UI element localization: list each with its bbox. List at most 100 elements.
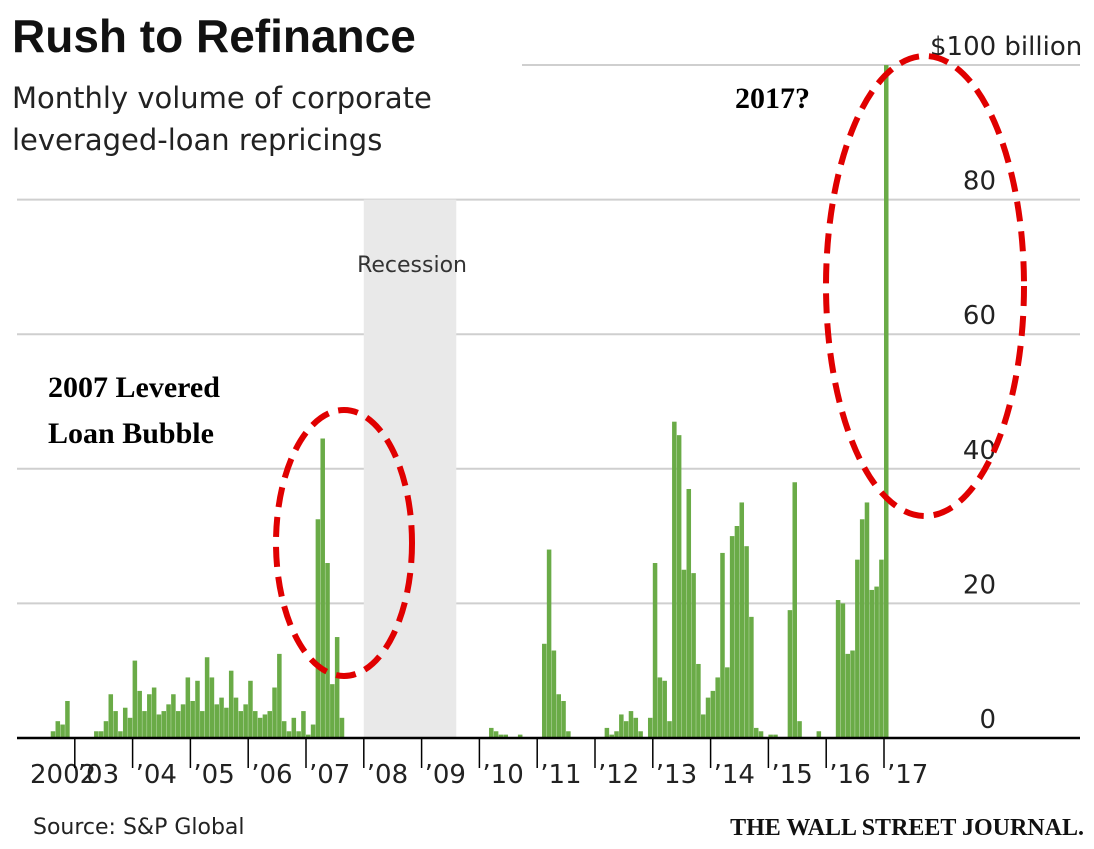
bar (137, 690, 142, 738)
bar (619, 714, 624, 738)
bar (228, 670, 234, 738)
bar (797, 721, 802, 738)
x-tick-label: ’14 (714, 760, 755, 790)
bar (171, 694, 176, 738)
bar (710, 690, 716, 738)
bar (257, 717, 263, 738)
bar (609, 734, 614, 738)
bar (118, 731, 123, 738)
bar (676, 435, 682, 738)
bar (561, 700, 566, 738)
bar (715, 677, 720, 738)
bar (166, 704, 171, 738)
bar (50, 731, 56, 738)
bar (498, 734, 504, 738)
bar (65, 700, 70, 738)
source-note: Source: S&P Global (33, 815, 245, 840)
bar (835, 600, 841, 738)
chart-subtitle-line-2: leveraged-loan repricings (12, 123, 382, 157)
bar (142, 711, 147, 738)
bar (787, 610, 793, 738)
bar (744, 546, 749, 738)
bar (657, 677, 663, 738)
bar (869, 589, 875, 738)
bar (103, 721, 109, 738)
bar (190, 700, 195, 738)
bar (224, 707, 229, 738)
bar (306, 734, 311, 738)
bar (739, 502, 745, 738)
bar (855, 559, 860, 738)
bar (503, 734, 508, 738)
bar (734, 526, 740, 738)
bar (686, 488, 692, 738)
bar (291, 717, 297, 738)
bar (334, 637, 340, 738)
bar (845, 653, 850, 739)
highlight-ellipse-2007 (273, 407, 415, 679)
annotation-bubble-line-1: 2007 Levered (48, 371, 220, 404)
bar (628, 711, 634, 738)
bar (546, 549, 552, 738)
x-tick-label: ’17 (887, 760, 928, 790)
bar (113, 711, 118, 738)
x-tick-label: ’12 (598, 760, 639, 790)
x-tick-label: ’09 (425, 760, 466, 790)
bar (122, 707, 128, 738)
x-tick-label: ’08 (367, 760, 408, 790)
bar (325, 563, 330, 738)
chart-title: Rush to Refinance (12, 10, 416, 62)
bar (253, 711, 258, 738)
bar (638, 731, 643, 738)
bar (286, 731, 292, 738)
bar (60, 724, 65, 738)
bar (758, 731, 764, 738)
bar (720, 552, 725, 738)
x-tick-label: ’03 (78, 760, 119, 790)
bar (623, 721, 629, 738)
bar (330, 684, 335, 738)
bar (219, 697, 224, 738)
bar (301, 711, 306, 738)
bar (753, 727, 759, 738)
x-tick-label: ’06 (251, 760, 292, 790)
bar (161, 711, 167, 738)
bar (248, 680, 253, 738)
annotation-question: 2017? (735, 82, 810, 115)
bar (493, 731, 499, 738)
bar (652, 563, 658, 738)
bar (691, 573, 696, 738)
bar (672, 421, 677, 738)
bar (700, 714, 706, 738)
bar (556, 694, 561, 738)
bar (204, 657, 210, 738)
bar (296, 731, 301, 738)
bar (209, 677, 215, 738)
annotation-bubble-line-2: Loan Bubble (48, 417, 214, 450)
recession-label: Recession (357, 253, 467, 278)
recession-band (363, 199, 457, 739)
bar (517, 734, 523, 738)
bar (272, 687, 277, 738)
y-axis-ticks: 0 20 40 60 80 (963, 167, 996, 735)
bar (614, 731, 619, 738)
bar (662, 680, 667, 738)
bar (850, 650, 855, 738)
bar (132, 660, 138, 738)
y-tick-label: 40 (963, 436, 996, 466)
bar (773, 734, 778, 738)
x-tick-label: ’13 (656, 760, 697, 790)
bar (98, 731, 104, 738)
y-tick-label: 0 (979, 705, 996, 735)
y-tick-label: 80 (963, 167, 996, 197)
bar (816, 731, 822, 738)
chart-subtitle-line-1: Monthly volume of corporate (12, 81, 432, 115)
bar (281, 721, 287, 738)
bar (320, 438, 325, 738)
bar (551, 650, 557, 738)
x-tick-label: ’15 (771, 760, 812, 790)
x-tick-label: 2002 (30, 760, 96, 790)
x-tick-label: ’07 (309, 760, 350, 790)
bar (156, 714, 162, 738)
